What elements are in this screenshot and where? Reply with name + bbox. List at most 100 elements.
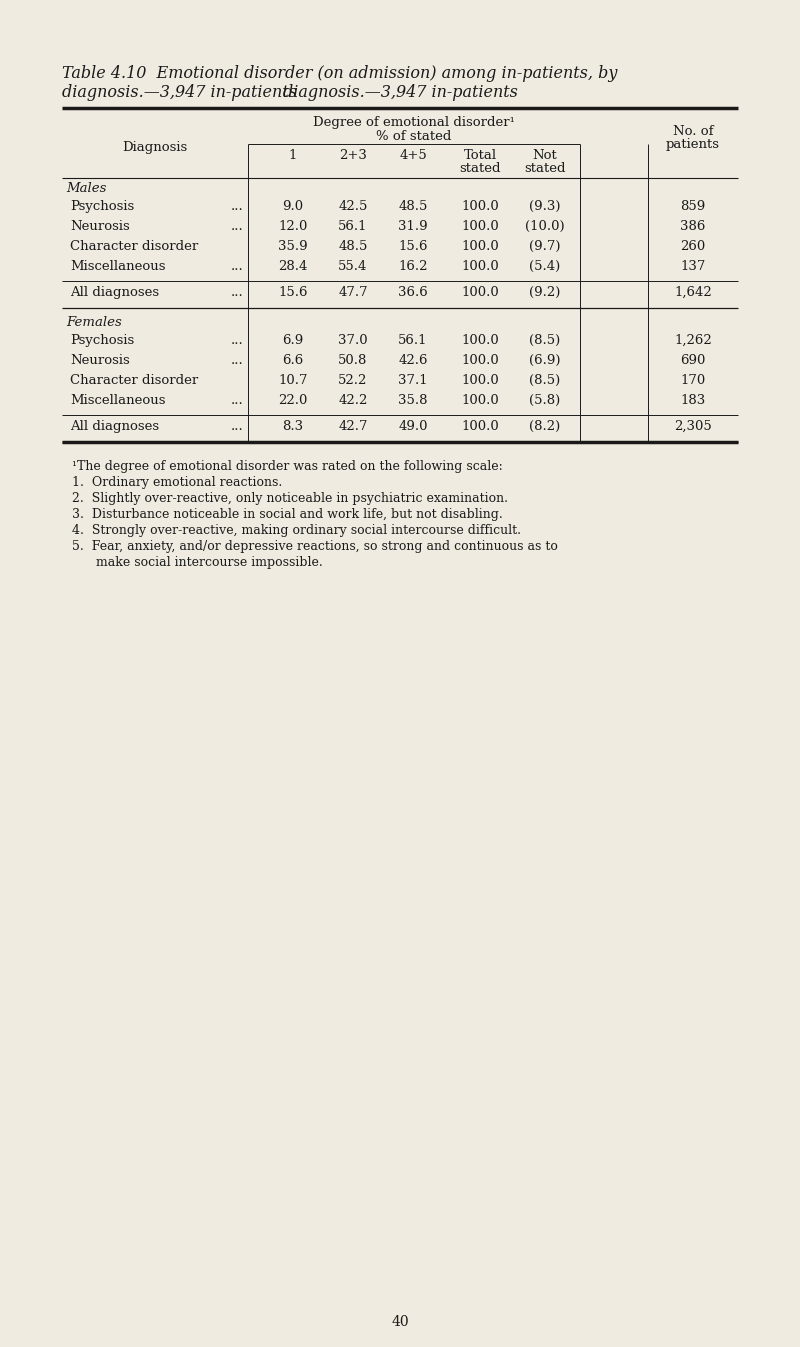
Text: Character disorder: Character disorder bbox=[70, 374, 198, 387]
Text: No. of: No. of bbox=[673, 125, 714, 137]
Text: 36.6: 36.6 bbox=[398, 286, 428, 299]
Text: 10.7: 10.7 bbox=[278, 374, 308, 387]
Text: 35.9: 35.9 bbox=[278, 240, 308, 253]
Text: 5.  Fear, anxiety, and/or depressive reactions, so strong and continuous as to: 5. Fear, anxiety, and/or depressive reac… bbox=[72, 540, 558, 554]
Text: ...: ... bbox=[231, 334, 244, 348]
Text: (6.9): (6.9) bbox=[530, 354, 561, 366]
Text: 100.0: 100.0 bbox=[461, 286, 499, 299]
Text: 100.0: 100.0 bbox=[461, 334, 499, 348]
Text: 690: 690 bbox=[680, 354, 706, 366]
Text: 100.0: 100.0 bbox=[461, 240, 499, 253]
Text: 100.0: 100.0 bbox=[461, 395, 499, 407]
Text: 42.5: 42.5 bbox=[338, 199, 368, 213]
Text: 4+5: 4+5 bbox=[399, 150, 427, 162]
Text: diagnosis.—3,947 in-patients: diagnosis.—3,947 in-patients bbox=[282, 84, 518, 101]
Text: 386: 386 bbox=[680, 220, 706, 233]
Text: ...: ... bbox=[231, 354, 244, 366]
Text: (9.3): (9.3) bbox=[530, 199, 561, 213]
Text: 42.2: 42.2 bbox=[338, 395, 368, 407]
Text: 1,262: 1,262 bbox=[674, 334, 712, 348]
Text: Not: Not bbox=[533, 150, 558, 162]
Text: 22.0: 22.0 bbox=[278, 395, 308, 407]
Text: ...: ... bbox=[231, 420, 244, 432]
Text: Miscellaneous: Miscellaneous bbox=[70, 395, 166, 407]
Text: % of stated: % of stated bbox=[376, 131, 452, 143]
Text: 170: 170 bbox=[680, 374, 706, 387]
Text: ¹The degree of emotional disorder was rated on the following scale:: ¹The degree of emotional disorder was ra… bbox=[72, 459, 502, 473]
Text: ...: ... bbox=[231, 199, 244, 213]
Text: 56.1: 56.1 bbox=[338, 220, 368, 233]
Text: 100.0: 100.0 bbox=[461, 354, 499, 366]
Text: All diagnoses: All diagnoses bbox=[70, 286, 159, 299]
Text: Psychosis: Psychosis bbox=[70, 334, 134, 348]
Text: 42.7: 42.7 bbox=[338, 420, 368, 432]
Text: 4.  Strongly over-reactive, making ordinary social intercourse difficult.: 4. Strongly over-reactive, making ordina… bbox=[72, 524, 521, 537]
Text: 100.0: 100.0 bbox=[461, 199, 499, 213]
Text: 49.0: 49.0 bbox=[398, 420, 428, 432]
Text: 56.1: 56.1 bbox=[398, 334, 428, 348]
Text: Males: Males bbox=[66, 182, 106, 195]
Text: patients: patients bbox=[666, 137, 720, 151]
Text: 15.6: 15.6 bbox=[278, 286, 308, 299]
Text: 52.2: 52.2 bbox=[338, 374, 368, 387]
Text: 50.8: 50.8 bbox=[338, 354, 368, 366]
Text: 6.9: 6.9 bbox=[282, 334, 304, 348]
Text: Psychosis: Psychosis bbox=[70, 199, 134, 213]
Text: 1,642: 1,642 bbox=[674, 286, 712, 299]
Text: 40: 40 bbox=[391, 1315, 409, 1329]
Text: 55.4: 55.4 bbox=[338, 260, 368, 273]
Text: (8.5): (8.5) bbox=[530, 334, 561, 348]
Text: ...: ... bbox=[231, 220, 244, 233]
Text: 9.0: 9.0 bbox=[282, 199, 303, 213]
Text: 28.4: 28.4 bbox=[278, 260, 308, 273]
Text: (9.7): (9.7) bbox=[530, 240, 561, 253]
Text: 2,305: 2,305 bbox=[674, 420, 712, 432]
Text: 42.6: 42.6 bbox=[398, 354, 428, 366]
Text: All diagnoses: All diagnoses bbox=[70, 420, 159, 432]
Text: Neurosis: Neurosis bbox=[70, 354, 130, 366]
Text: 183: 183 bbox=[680, 395, 706, 407]
Text: Table 4.10  Emotional disorder (on admission) among in-patients, by: Table 4.10 Emotional disorder (on admiss… bbox=[62, 65, 618, 82]
Text: 100.0: 100.0 bbox=[461, 420, 499, 432]
Text: Total: Total bbox=[463, 150, 497, 162]
Text: 16.2: 16.2 bbox=[398, 260, 428, 273]
Text: (5.4): (5.4) bbox=[530, 260, 561, 273]
Text: (10.0): (10.0) bbox=[525, 220, 565, 233]
Text: 15.6: 15.6 bbox=[398, 240, 428, 253]
Text: 3.  Disturbance noticeable in social and work life, but not disabling.: 3. Disturbance noticeable in social and … bbox=[72, 508, 502, 521]
Text: 1.  Ordinary emotional reactions.: 1. Ordinary emotional reactions. bbox=[72, 475, 282, 489]
Text: stated: stated bbox=[459, 162, 501, 175]
Text: 2+3: 2+3 bbox=[339, 150, 367, 162]
Text: Character disorder: Character disorder bbox=[70, 240, 198, 253]
Text: 37.0: 37.0 bbox=[338, 334, 368, 348]
Text: make social intercourse impossible.: make social intercourse impossible. bbox=[72, 556, 322, 568]
Text: 1: 1 bbox=[289, 150, 297, 162]
Text: (5.8): (5.8) bbox=[530, 395, 561, 407]
Text: 31.9: 31.9 bbox=[398, 220, 428, 233]
Text: 47.7: 47.7 bbox=[338, 286, 368, 299]
Text: Neurosis: Neurosis bbox=[70, 220, 130, 233]
Text: Miscellaneous: Miscellaneous bbox=[70, 260, 166, 273]
Text: (9.2): (9.2) bbox=[530, 286, 561, 299]
Text: 35.8: 35.8 bbox=[398, 395, 428, 407]
Text: 260: 260 bbox=[680, 240, 706, 253]
Text: 6.6: 6.6 bbox=[282, 354, 304, 366]
Text: diagnosis.—3,947 in-patients: diagnosis.—3,947 in-patients bbox=[62, 84, 297, 101]
Text: (8.5): (8.5) bbox=[530, 374, 561, 387]
Text: 100.0: 100.0 bbox=[461, 220, 499, 233]
Text: 37.1: 37.1 bbox=[398, 374, 428, 387]
Text: 48.5: 48.5 bbox=[398, 199, 428, 213]
Text: Females: Females bbox=[66, 317, 122, 329]
Text: ...: ... bbox=[231, 260, 244, 273]
Text: ...: ... bbox=[231, 395, 244, 407]
Text: (8.2): (8.2) bbox=[530, 420, 561, 432]
Text: Diagnosis: Diagnosis bbox=[122, 141, 188, 154]
Text: 8.3: 8.3 bbox=[282, 420, 303, 432]
Text: 2.  Slightly over-reactive, only noticeable in psychiatric examination.: 2. Slightly over-reactive, only noticeab… bbox=[72, 492, 508, 505]
Text: 137: 137 bbox=[680, 260, 706, 273]
Text: 100.0: 100.0 bbox=[461, 374, 499, 387]
Text: 100.0: 100.0 bbox=[461, 260, 499, 273]
Text: 48.5: 48.5 bbox=[338, 240, 368, 253]
Text: Degree of emotional disorder¹: Degree of emotional disorder¹ bbox=[313, 116, 515, 129]
Text: stated: stated bbox=[524, 162, 566, 175]
